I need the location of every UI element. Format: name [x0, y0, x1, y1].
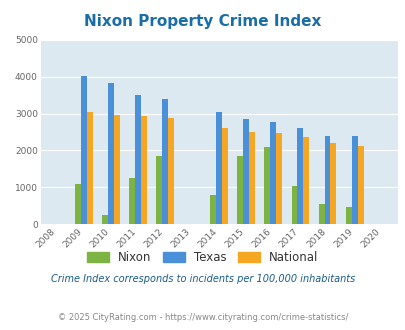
Bar	[108, 83, 114, 224]
Bar	[324, 136, 330, 224]
Bar	[297, 128, 303, 224]
Bar	[303, 137, 309, 224]
Legend: Nixon, Texas, National: Nixon, Texas, National	[81, 245, 324, 270]
Bar	[351, 136, 357, 224]
Bar	[141, 116, 147, 224]
Bar	[237, 156, 243, 224]
Bar	[87, 112, 93, 224]
Bar	[162, 99, 168, 224]
Bar	[102, 215, 108, 224]
Bar	[216, 112, 222, 224]
Bar	[75, 184, 81, 224]
Bar	[276, 133, 281, 224]
Bar	[270, 122, 276, 224]
Bar	[243, 119, 249, 224]
Bar	[345, 207, 351, 224]
Bar	[129, 178, 135, 224]
Text: Crime Index corresponds to incidents per 100,000 inhabitants: Crime Index corresponds to incidents per…	[51, 274, 354, 284]
Bar	[318, 204, 324, 224]
Bar	[135, 95, 141, 224]
Bar	[81, 76, 87, 224]
Bar	[114, 115, 119, 224]
Text: Nixon Property Crime Index: Nixon Property Crime Index	[84, 14, 321, 29]
Bar	[168, 118, 174, 224]
Bar	[222, 128, 228, 224]
Bar	[357, 146, 362, 224]
Bar	[249, 132, 255, 224]
Bar	[156, 156, 162, 224]
Bar	[291, 185, 297, 224]
Bar	[210, 195, 216, 224]
Text: © 2025 CityRating.com - https://www.cityrating.com/crime-statistics/: © 2025 CityRating.com - https://www.city…	[58, 313, 347, 322]
Bar	[330, 143, 336, 224]
Bar	[264, 147, 270, 224]
